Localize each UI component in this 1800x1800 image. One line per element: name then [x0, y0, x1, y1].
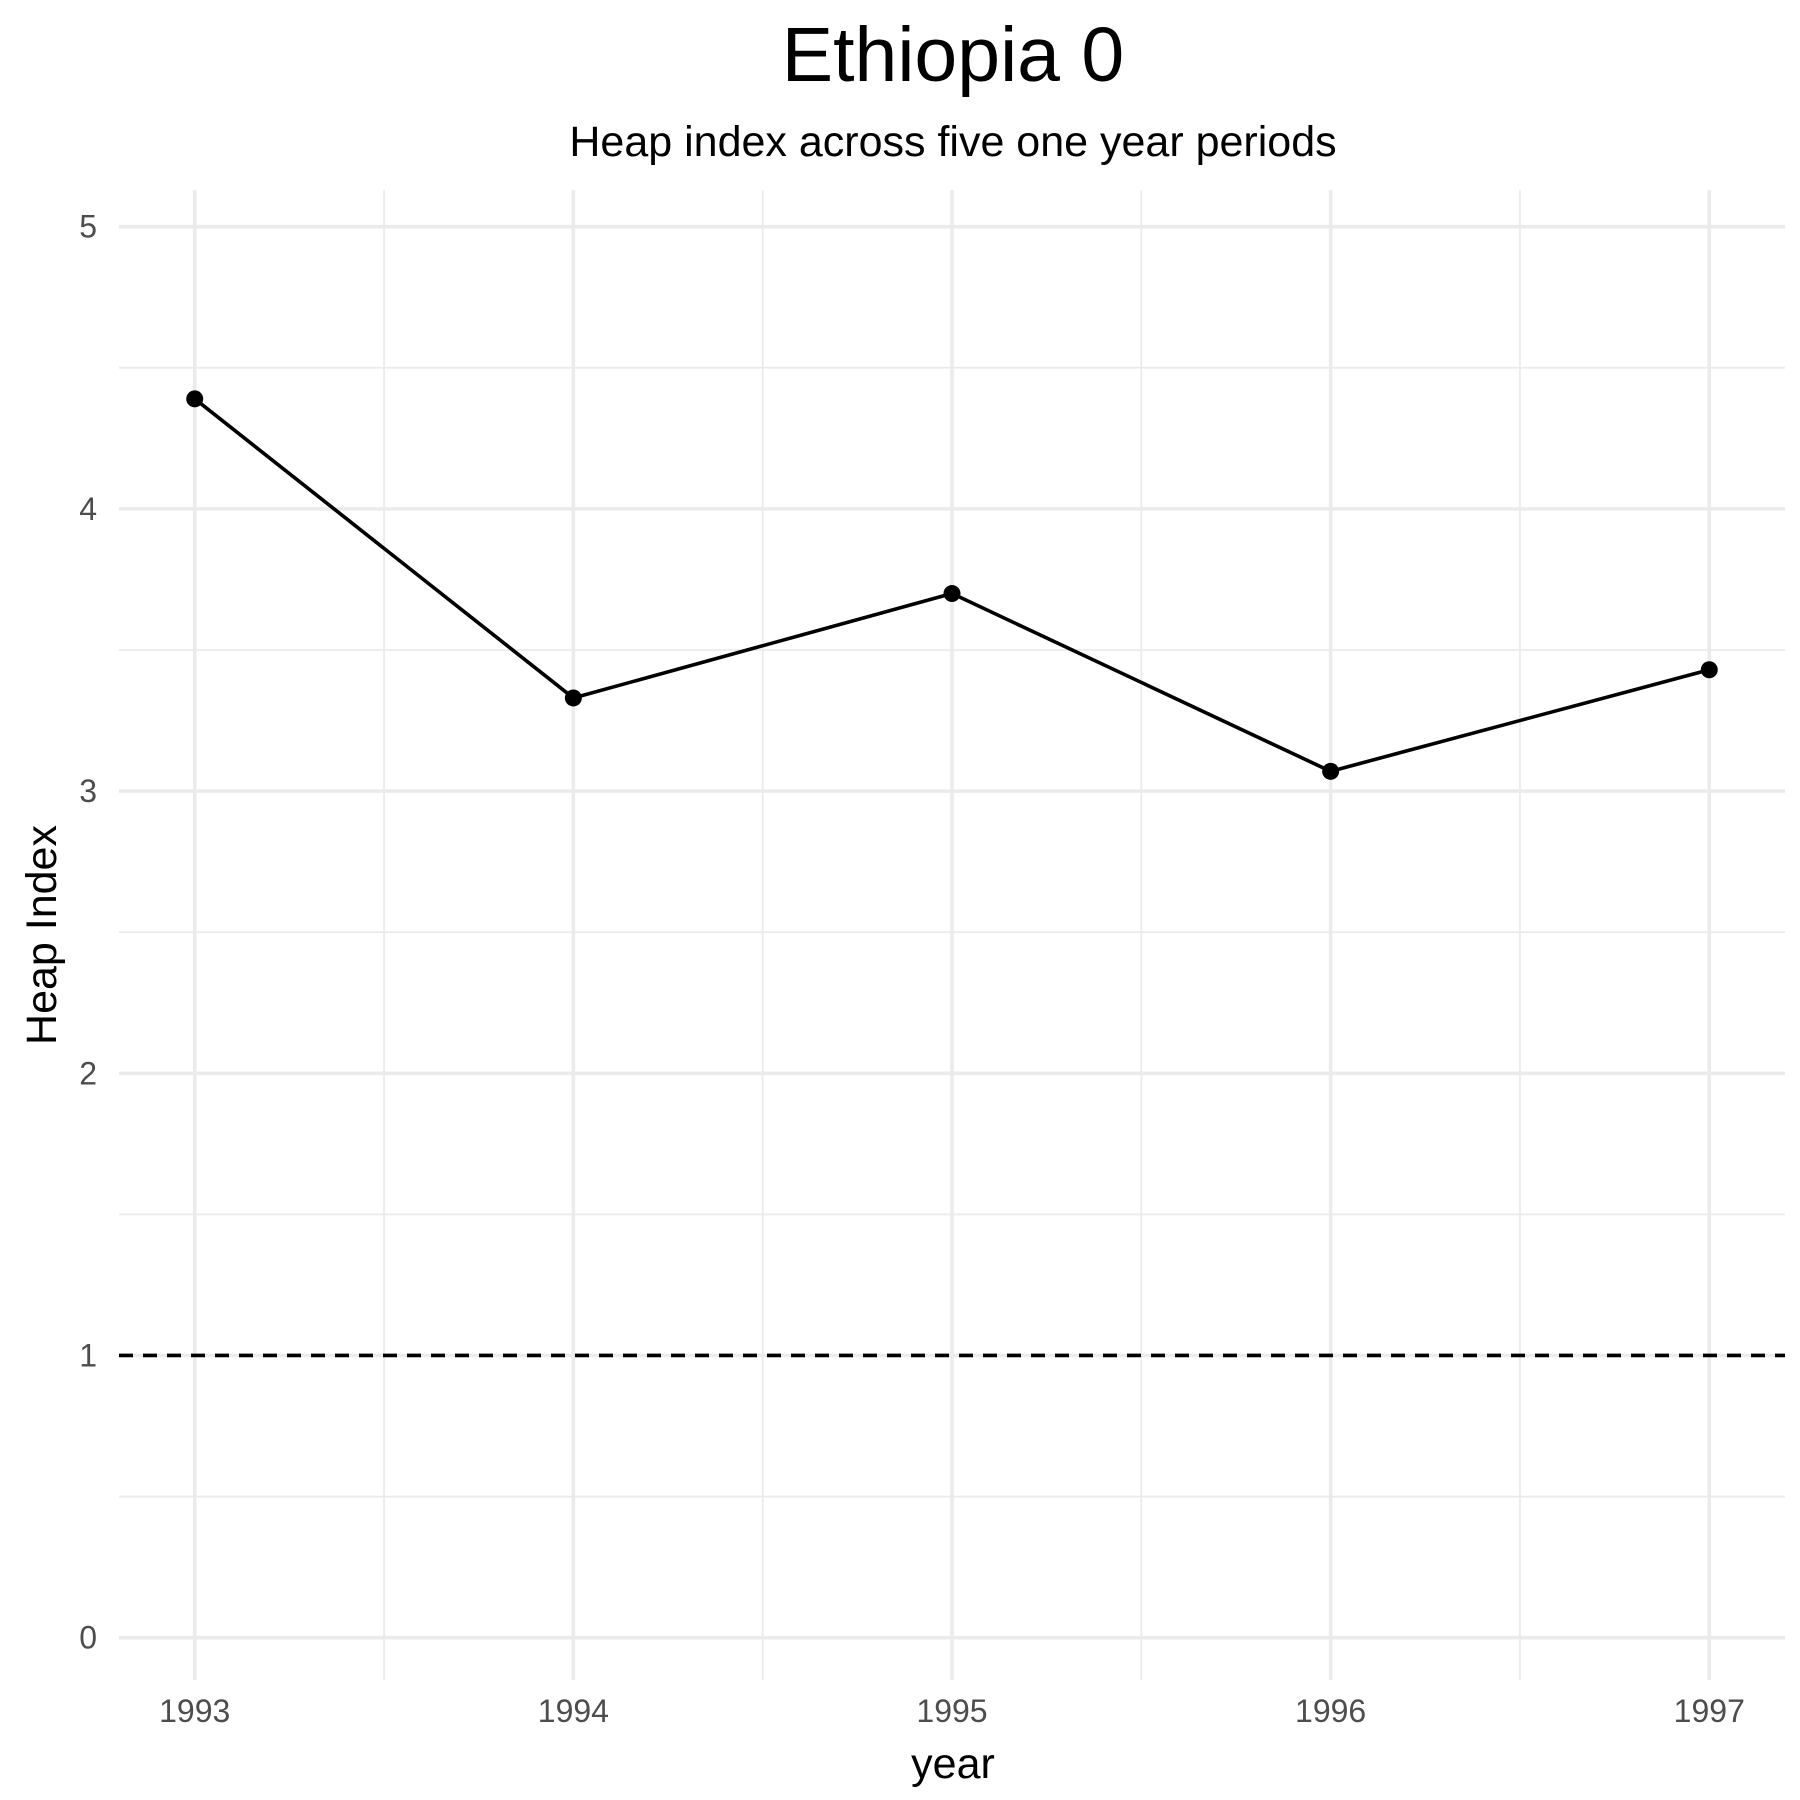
y-tick-label: 0: [79, 1620, 97, 1656]
y-tick-label: 4: [79, 491, 97, 527]
y-axis-title: Heap Index: [18, 825, 66, 1045]
data-point: [564, 689, 582, 707]
data-point: [1700, 661, 1718, 679]
x-tick-label: 1995: [916, 1693, 987, 1729]
data-point: [943, 585, 961, 603]
x-tick-labels: 1993 1994 1995 1996 1997: [159, 1693, 1745, 1729]
x-axis-title: year: [911, 1740, 995, 1788]
x-tick-label: 1994: [538, 1693, 609, 1729]
chart-title: Ethiopia 0: [782, 12, 1124, 98]
x-tick-label: 1996: [1295, 1693, 1366, 1729]
y-tick-label: 5: [79, 209, 97, 245]
y-tick-labels: 0 1 2 3 4 5: [79, 209, 97, 1656]
data-point: [1322, 762, 1340, 780]
y-tick-label: 2: [79, 1055, 97, 1091]
chart-subtitle: Heap index across five one year periods: [569, 118, 1336, 166]
x-tick-label: 1997: [1674, 1693, 1745, 1729]
grid-lines: [119, 190, 1785, 1680]
y-tick-label: 3: [79, 773, 97, 809]
x-tick-label: 1993: [159, 1693, 230, 1729]
data-points: [186, 390, 1718, 780]
y-tick-label: 1: [79, 1337, 97, 1373]
data-point: [186, 390, 204, 408]
